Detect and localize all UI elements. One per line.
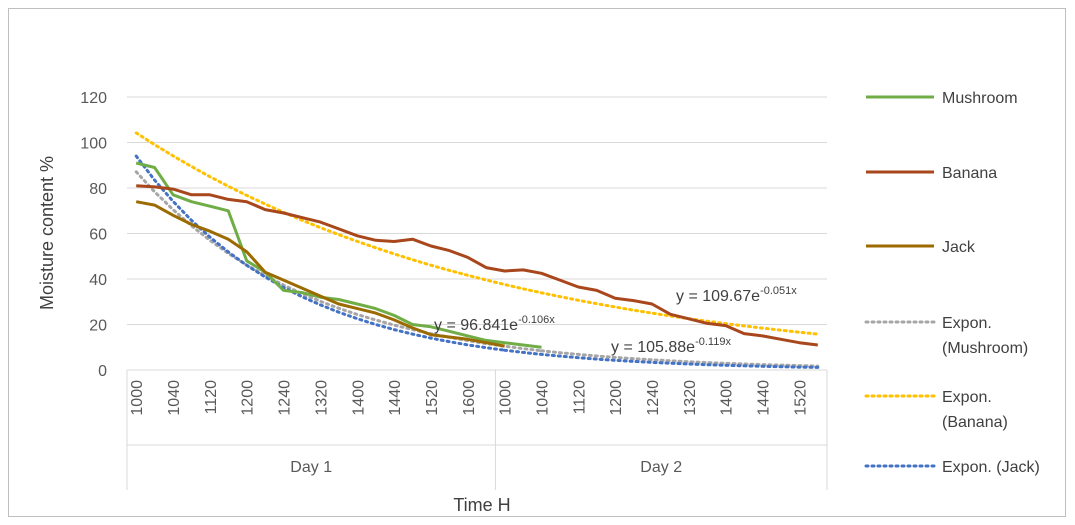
- legend-label: Mushroom: [942, 90, 1018, 107]
- y-axis-title: Moisture content %: [37, 156, 57, 310]
- legend: Mushroom Banana Jack Expon. (Mushroom) Expon.…: [864, 90, 1040, 476]
- y-tick-label: 100: [80, 136, 107, 153]
- x-axis: 1000 1040 1120 1200 1240 1320 1400 1440 1520 1600…: [126, 369, 828, 490]
- legend-label: Expon.: [942, 315, 992, 332]
- x-tick-label: 1000: [498, 380, 515, 416]
- y-tick-label: 40: [89, 272, 107, 289]
- x-tick-label: 1320: [313, 380, 330, 416]
- legend-label: Jack: [942, 239, 976, 256]
- x-tick-label: 1120: [203, 380, 220, 415]
- y-tick-label: 120: [80, 90, 107, 107]
- series-line: [135, 161, 542, 349]
- x-group-label: Day 1: [290, 459, 332, 476]
- legend-label: (Mushroom): [942, 340, 1028, 357]
- equation-exponent: -0.106x: [518, 314, 555, 326]
- x-axis-title: Time H: [453, 495, 510, 515]
- x-tick-label: 1520: [424, 380, 441, 416]
- trendline-extension: [540, 349, 820, 368]
- y-tick-label: 60: [89, 227, 107, 244]
- x-tick-label: 1520: [792, 380, 809, 416]
- x-tick-label: 1040: [166, 380, 183, 416]
- x-tick-label: 1000: [129, 380, 146, 416]
- legend-label: Expon.: [942, 389, 992, 406]
- x-tick-label: 1200: [240, 380, 257, 416]
- x-group-label: Day 2: [640, 459, 682, 476]
- series-line: [136, 184, 818, 347]
- equation-base: y = 96.841e: [434, 317, 518, 334]
- trendline: [134, 131, 820, 336]
- equation-base: y = 105.88e: [611, 339, 695, 356]
- x-tick-label: 1040: [534, 380, 551, 416]
- x-tick-label: 1600: [461, 380, 478, 416]
- trendline-equation: y = 96.841e-0.106x: [434, 314, 555, 334]
- x-tick-label: 1120: [571, 380, 588, 415]
- equation-base: y = 109.67e: [676, 288, 760, 305]
- legend-label: Banana: [942, 165, 997, 182]
- series-line: [135, 200, 505, 348]
- x-tick-label: 1400: [719, 380, 736, 416]
- x-tick-label: 1320: [682, 380, 699, 416]
- x-tick-label: 1240: [277, 380, 294, 416]
- y-axis-ticks: 0 20 40 60 80 100 120: [80, 90, 107, 380]
- trendline-equation: y = 109.67e-0.051x: [676, 285, 797, 305]
- series-lines: [135, 161, 818, 349]
- equation-exponent: -0.051x: [760, 285, 797, 297]
- chart-frame: [8, 8, 1066, 517]
- x-tick-label: 1200: [608, 380, 625, 416]
- legend-label: Expon. (Jack): [942, 459, 1040, 476]
- trendline-extension: [503, 348, 820, 369]
- legend-label: (Banana): [942, 414, 1008, 431]
- y-tick-label: 80: [89, 181, 107, 198]
- trendline-equation: y = 105.88e-0.119x: [611, 336, 731, 356]
- x-tick-label: 1440: [387, 380, 404, 416]
- x-tick-label: 1240: [645, 380, 662, 416]
- x-tick-label: 1400: [350, 380, 367, 416]
- y-tick-label: 20: [89, 318, 107, 335]
- equation-exponent: -0.119x: [695, 336, 731, 348]
- x-tick-label: 1440: [756, 380, 773, 416]
- y-tick-label: 0: [98, 363, 107, 380]
